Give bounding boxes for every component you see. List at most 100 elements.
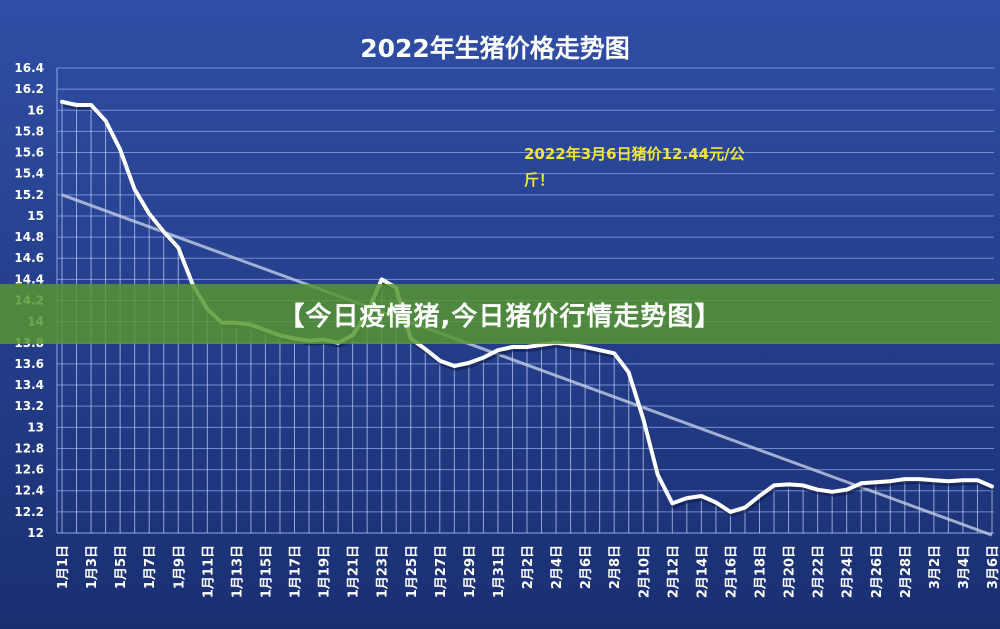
data-point — [89, 103, 93, 107]
x-tick-label: 3月2日 — [928, 545, 943, 589]
y-tick-label: 13 — [27, 420, 44, 434]
x-tick-label: 1月29日 — [463, 545, 478, 598]
x-tick-label: 2月6日 — [579, 545, 594, 589]
x-tick-label: 1月31日 — [492, 545, 507, 598]
data-point — [685, 496, 689, 500]
x-tick-label: 1月7日 — [143, 545, 158, 589]
data-point — [74, 103, 79, 107]
y-tick-label: 16.2 — [14, 82, 44, 96]
data-point — [641, 417, 645, 421]
data-point — [583, 345, 587, 349]
y-tick-label: 12 — [27, 526, 44, 540]
data-point — [990, 484, 994, 489]
data-point — [656, 473, 660, 477]
x-tick-label: 3月4日 — [957, 545, 972, 589]
x-tick-label: 1月15日 — [259, 545, 274, 598]
data-point — [728, 510, 733, 514]
y-tick-label: 14.6 — [14, 251, 44, 265]
data-point — [757, 494, 762, 498]
trendline — [61, 193, 993, 537]
x-tick-label: 2月22日 — [812, 545, 827, 598]
y-tick-label: 15.2 — [14, 188, 44, 202]
data-point — [438, 359, 442, 363]
x-tick-label: 2月8日 — [608, 545, 623, 589]
y-tick-label: 15.8 — [14, 124, 44, 138]
y-tick-labels: 16.4 16.2 16 15.8 15.6 15.4 15.2 15 14.8 14.6 14.4… — [14, 61, 44, 540]
x-tick-label: 1月1日 — [56, 545, 71, 589]
x-tick-label: 2月10日 — [637, 545, 652, 598]
x-tick-label: 2月28日 — [899, 545, 914, 598]
x-tick-label: 2月20日 — [783, 545, 798, 598]
trendline-layer — [61, 193, 993, 537]
data-point — [598, 348, 602, 352]
x-tick-label: 1月25日 — [405, 545, 420, 598]
annotation: 2022年3月6日猪价12.44元/公 斤！ — [524, 145, 745, 189]
data-point — [467, 361, 471, 365]
y-tick-label: 14.8 — [14, 230, 44, 244]
data-point — [801, 483, 805, 488]
data-point — [903, 477, 907, 481]
data-point — [481, 355, 486, 360]
data-point — [917, 477, 921, 481]
data-point — [816, 488, 820, 492]
drop-line-layer — [61, 101, 993, 533]
data-point — [525, 345, 529, 349]
data-point — [845, 488, 849, 492]
x-tick-labels: 1月1日 1月3日 1月5日 1月7日 1月9日 1月11日 1月13日 1月15日 1月17日… — [56, 545, 1000, 598]
data-point — [612, 351, 616, 355]
x-tick-label: 2月18日 — [754, 545, 769, 598]
headline-banner: 【今日疫情猪,今日猪价行情走势图】 — [0, 284, 1000, 344]
y-tick-label: 13.6 — [14, 357, 44, 371]
x-tick-label: 1月27日 — [434, 545, 449, 598]
data-point — [60, 100, 64, 104]
data-point — [103, 119, 108, 123]
y-tick-label: 12.8 — [14, 441, 44, 455]
x-tick-label: 2月14日 — [695, 545, 710, 598]
x-tick-label: 2月2日 — [521, 545, 536, 589]
data-point — [975, 478, 980, 482]
x-tick-label: 2月12日 — [666, 545, 681, 598]
y-tick-label: 16 — [27, 103, 44, 117]
y-tick-label: 15.6 — [14, 146, 44, 160]
data-point — [699, 494, 703, 498]
data-point — [510, 345, 515, 349]
data-point — [539, 343, 544, 347]
data-point — [961, 478, 965, 482]
x-tick-label: 1月21日 — [347, 545, 362, 598]
data-point — [147, 212, 151, 216]
data-point — [452, 364, 456, 368]
y-tick-label: 13.4 — [14, 378, 44, 392]
data-point — [162, 230, 166, 234]
data-point — [496, 348, 500, 352]
y-tick-label: 12.4 — [14, 484, 44, 498]
y-tick-label: 13.2 — [14, 399, 44, 413]
y-tick-label: 15 — [27, 209, 44, 223]
data-point — [627, 370, 631, 374]
x-tick-label: 2月26日 — [870, 545, 885, 598]
data-point — [568, 343, 573, 347]
data-point — [874, 480, 878, 484]
data-point — [772, 483, 776, 488]
data-point — [118, 147, 122, 151]
x-tick-label: 2月4日 — [550, 545, 565, 589]
data-point — [830, 490, 834, 494]
x-tick-label: 1月11日 — [201, 545, 216, 598]
x-tick-label: 1月23日 — [376, 545, 391, 598]
data-point — [888, 479, 892, 483]
x-tick-label: 3月6日 — [986, 545, 1000, 589]
data-point — [786, 482, 791, 486]
data-point — [932, 478, 936, 482]
chart-title: 2022年生猪价格走势图 — [360, 34, 630, 63]
data-point — [133, 187, 137, 192]
data-point — [743, 506, 747, 510]
x-tick-label: 2月24日 — [841, 545, 856, 598]
x-tick-label: 1月9日 — [172, 545, 187, 589]
annotation-text-line-2: 斤！ — [524, 171, 554, 189]
x-tick-label: 1月5日 — [114, 545, 129, 589]
x-tick-label: 1月19日 — [318, 545, 333, 598]
y-tick-label: 12.6 — [14, 463, 44, 477]
data-point — [946, 479, 951, 483]
data-point — [176, 246, 180, 250]
y-tick-label: 16.4 — [14, 61, 44, 75]
